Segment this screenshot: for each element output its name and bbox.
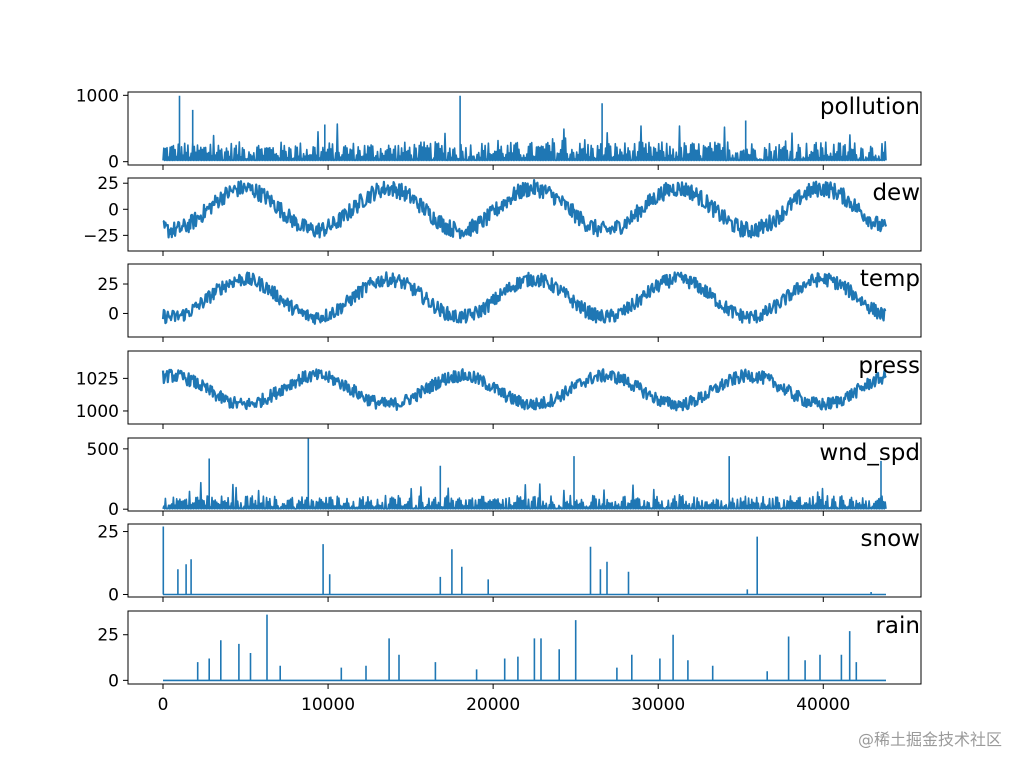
x-tick-label-1: 10000	[301, 695, 355, 715]
series-line-wnd_spd	[162, 438, 887, 510]
y-tick-label-wnd_spd-0: 0	[108, 500, 119, 520]
y-tick-label-pollution-1: 1000	[76, 86, 119, 106]
y-tick-label-dew-1: 0	[108, 200, 119, 220]
axes-frame-rain	[127, 610, 922, 685]
y-tick-label-snow-0: 0	[108, 585, 119, 605]
y-tick-label-temp-1: 25	[97, 275, 119, 295]
y-tick-label-press-1: 1025	[76, 369, 119, 389]
panel-title-temp: temp	[860, 266, 920, 292]
axes-frame-wnd_spd	[127, 437, 922, 512]
y-tick-label-dew-0: −25	[83, 226, 119, 246]
series-line-rain	[163, 614, 886, 682]
axes-frame-temp	[127, 263, 922, 338]
panel-title-press: press	[858, 353, 920, 379]
y-tick-label-press-0: 1000	[76, 402, 119, 422]
y-tick-label-rain-1: 25	[97, 626, 119, 646]
series-line-dew	[162, 179, 888, 240]
x-tick-label-4: 40000	[796, 695, 850, 715]
x-tick-label-3: 30000	[631, 695, 685, 715]
panel-title-rain: rain	[875, 613, 920, 639]
series-line-snow	[162, 526, 886, 596]
y-tick-label-dew-2: 25	[97, 174, 119, 194]
x-tick-label-0: 0	[158, 695, 169, 715]
series-line-pollution	[162, 95, 887, 162]
y-tick-label-temp-0: 0	[108, 304, 119, 324]
panel-title-dew: dew	[872, 180, 920, 206]
panel-title-snow: snow	[861, 526, 920, 552]
series-line-press	[161, 368, 887, 412]
panel-title-pollution: pollution	[820, 94, 920, 120]
series-line-temp	[161, 271, 887, 325]
y-tick-label-rain-0: 0	[108, 671, 119, 691]
y-tick-label-wnd_spd-1: 500	[87, 440, 119, 460]
axes-frame-snow	[127, 523, 922, 598]
axes-frame-pollution	[127, 91, 922, 166]
y-tick-label-snow-1: 25	[97, 523, 119, 543]
panel-title-wnd_spd: wnd_spd	[819, 440, 920, 466]
x-tick-label-2: 20000	[466, 695, 520, 715]
axes-frame-dew	[127, 177, 922, 252]
watermark-text: @稀土掘金技术社区	[857, 730, 1002, 749]
y-tick-label-pollution-0: 0	[108, 153, 119, 173]
axes-frame-press	[127, 350, 922, 425]
